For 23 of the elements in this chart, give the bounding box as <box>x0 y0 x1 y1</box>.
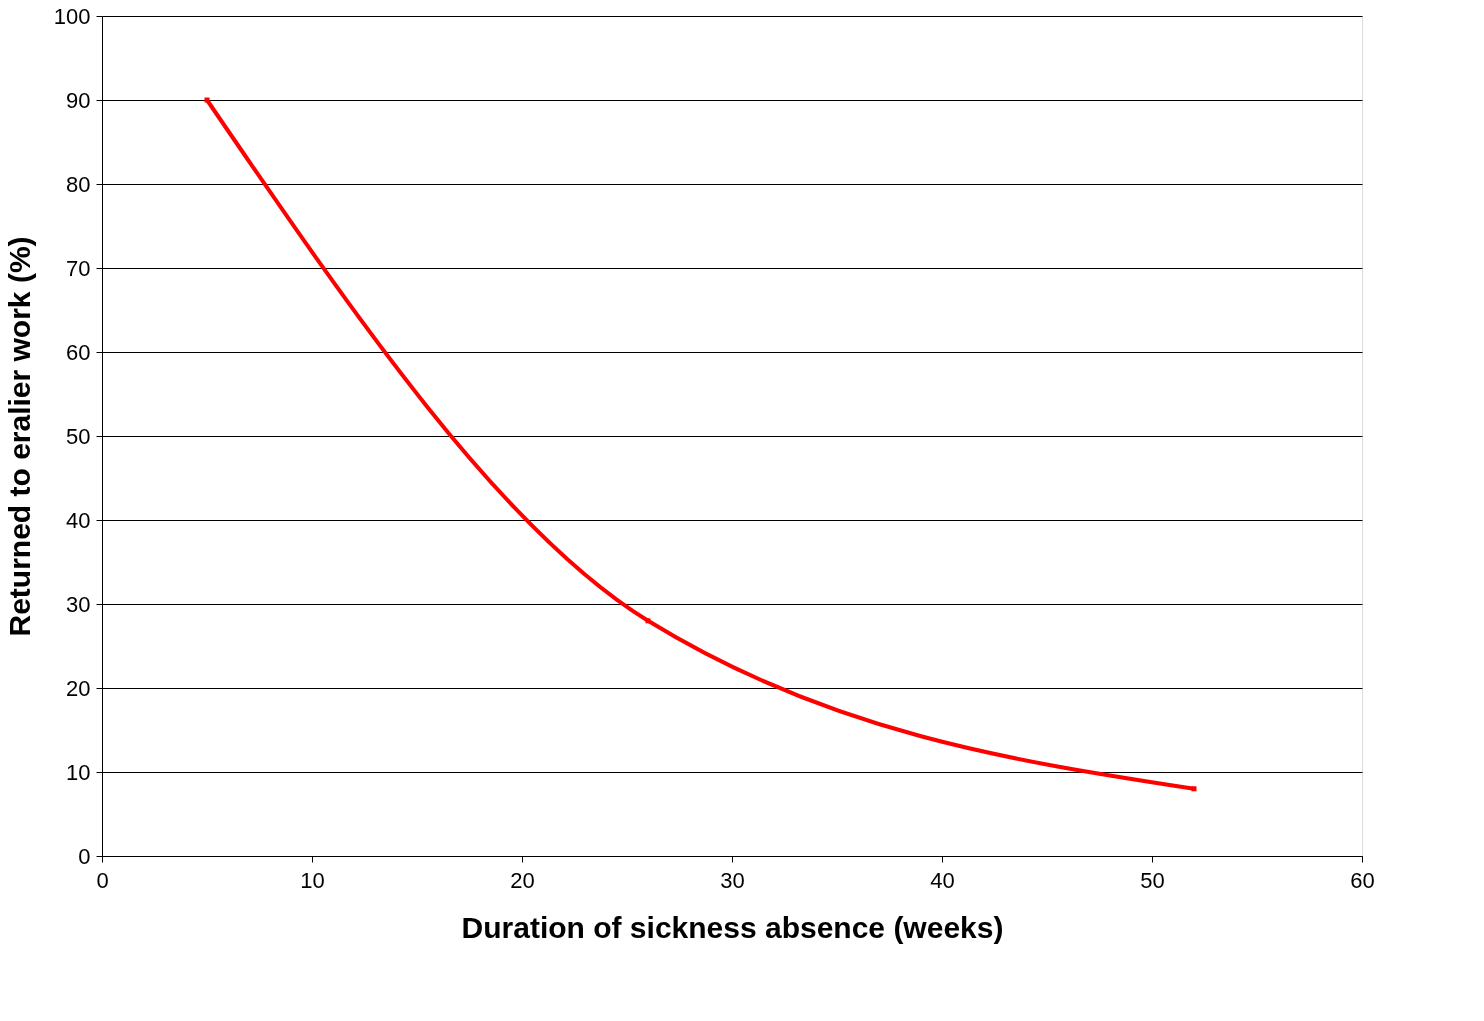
y-tick-label: 90 <box>66 87 91 113</box>
y-tick-label: 60 <box>66 339 91 365</box>
point <box>1191 786 1197 792</box>
y-tick-label: 0 <box>78 843 91 869</box>
y-tick-label: 80 <box>66 171 91 197</box>
x-tick-label: 30 <box>720 867 745 893</box>
x-tick-label: 20 <box>510 867 535 893</box>
y-tick-label: 70 <box>66 255 91 281</box>
x-tick-label: 0 <box>96 867 109 893</box>
y-tick-label: 50 <box>66 423 91 449</box>
y-tick-label: 40 <box>66 507 91 533</box>
y-tick-label: 100 <box>53 3 91 29</box>
y-tick-label: 20 <box>66 675 91 701</box>
y-axis-title: Returned to eralier work (%) <box>2 236 36 637</box>
x-tick-label: 40 <box>930 867 955 893</box>
point <box>645 618 651 624</box>
x-axis-title: Duration of sickness absence (weeks) <box>461 910 1004 944</box>
x-tick-label: 60 <box>1350 867 1375 893</box>
x-tick-label: 10 <box>300 867 325 893</box>
y-tick-label: 30 <box>66 591 91 617</box>
point <box>204 97 210 103</box>
x-tick-label: 50 <box>1140 867 1165 893</box>
y-tick-label: 10 <box>66 759 91 785</box>
